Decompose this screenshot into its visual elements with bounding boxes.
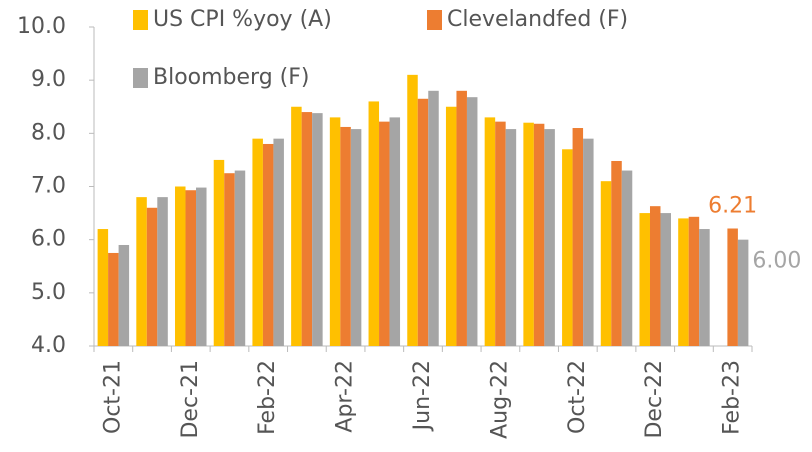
bar (301, 112, 313, 346)
bar (523, 122, 534, 346)
bar (639, 213, 650, 346)
legend-swatch (427, 10, 442, 30)
value-label: 6.21 (708, 194, 757, 219)
bar (146, 207, 158, 346)
bar (312, 113, 323, 346)
y-tick-label: 8.0 (31, 120, 66, 145)
legend-swatch (133, 68, 148, 88)
bar (350, 129, 362, 346)
legend-label: Bloomberg (F) (153, 65, 310, 90)
legend-label: US CPI %yoy (A) (153, 7, 332, 32)
bar (118, 244, 130, 346)
bar (108, 252, 119, 346)
y-tick-label: 9.0 (31, 67, 66, 92)
legend-swatch (133, 10, 148, 30)
bar (621, 170, 633, 346)
x-tick-label: Feb-22 (255, 360, 280, 435)
bar (544, 129, 555, 346)
y-tick-label: 10.0 (17, 14, 66, 39)
x-tick-label: Jun-22 (410, 360, 435, 432)
bar (368, 101, 380, 346)
y-tick-label: 5.0 (31, 280, 66, 305)
bar (495, 121, 506, 347)
bar (572, 128, 584, 346)
bar (234, 170, 246, 346)
bar (196, 187, 207, 346)
bar (583, 138, 594, 346)
bar (649, 206, 661, 346)
value-label: 6.00 (752, 249, 801, 274)
bar (533, 123, 545, 346)
bar (727, 228, 738, 346)
bar (291, 106, 302, 346)
bar (97, 229, 109, 346)
bar (379, 121, 390, 347)
bar (407, 74, 418, 346)
bar (737, 239, 749, 346)
bar (252, 138, 263, 346)
bar (175, 186, 186, 346)
bar (660, 213, 671, 346)
x-tick-label: Oct-21 (100, 360, 125, 434)
bar (611, 160, 622, 346)
y-tick-label: 4.0 (31, 333, 66, 358)
x-tick-label: Apr-22 (333, 360, 358, 433)
bar (562, 149, 573, 346)
y-tick-label: 6.0 (31, 227, 66, 252)
y-tick-label: 7.0 (31, 174, 66, 199)
bar (329, 117, 341, 346)
bar (136, 197, 147, 346)
bar (273, 138, 284, 346)
bar (389, 117, 401, 346)
bar (213, 159, 225, 346)
legend-label: Clevelandfed (F) (447, 7, 628, 32)
bar (600, 181, 612, 346)
x-tick-label: Feb-23 (720, 360, 745, 435)
bar (484, 117, 496, 346)
x-tick-label: Dec-21 (178, 360, 203, 439)
bar (157, 197, 168, 346)
bar (505, 129, 517, 346)
bar (688, 216, 700, 346)
bar (428, 90, 439, 346)
bar (678, 218, 689, 346)
bar (224, 173, 235, 346)
x-tick-label: Dec-22 (642, 360, 667, 439)
bar (445, 106, 457, 346)
bar (340, 126, 351, 346)
bar (185, 190, 197, 346)
x-tick-label: Aug-22 (487, 360, 512, 439)
bar (456, 90, 467, 346)
bar (699, 229, 710, 346)
x-tick-label: Oct-22 (565, 360, 590, 434)
bar (417, 98, 429, 347)
bar (262, 143, 274, 346)
bar (466, 97, 478, 347)
